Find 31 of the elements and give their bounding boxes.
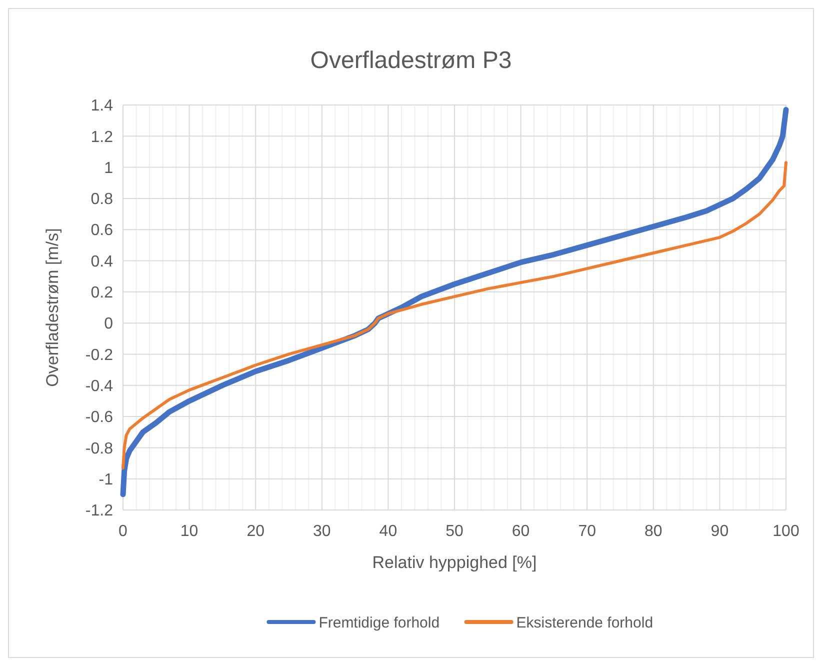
y-tick-label: -0.2: [85, 346, 114, 364]
y-tick-label: -0.4: [85, 378, 114, 395]
x-tick-label: 0: [118, 523, 128, 540]
legend-label: Eksisterende forhold: [516, 614, 654, 632]
y-tick-label: 0.6: [90, 222, 114, 240]
y-tick-label: -0.6: [85, 409, 114, 426]
x-tick-label: 90: [710, 523, 729, 540]
y-tick-label: 1.2: [90, 128, 114, 146]
x-tick-label: 40: [379, 523, 398, 540]
x-tick-label: 10: [180, 523, 198, 540]
y-tick-label: 0.4: [90, 253, 114, 270]
y-tick-label: 1: [104, 160, 114, 177]
x-tick-label: 50: [446, 523, 464, 540]
y-axis-title: Overfladestrøm [m/s]: [43, 228, 62, 387]
y-tick-label: 0.2: [90, 284, 114, 302]
x-axis-title: Relativ hyppighed [%]: [372, 553, 537, 572]
x-tick-label: 20: [246, 523, 265, 540]
y-tick-label: -0.8: [85, 440, 114, 458]
y-tick-label: 0: [104, 316, 114, 333]
y-tick-label: 0.8: [90, 191, 114, 208]
x-tick-label: 70: [578, 523, 596, 540]
x-tick-label: 30: [313, 523, 331, 540]
y-tick-label: -1: [98, 471, 114, 488]
x-tick-label: 80: [644, 523, 662, 540]
line-series: [122, 161, 788, 470]
legend-label: Fremtidige forhold: [318, 614, 440, 632]
y-tick-label: 1.4: [90, 98, 114, 115]
chart-title: Overfladestrøm P3: [310, 47, 512, 74]
x-tick-label: 100: [772, 523, 800, 540]
x-tick-label: 60: [512, 523, 530, 540]
y-tick-label: -1.2: [85, 502, 114, 520]
